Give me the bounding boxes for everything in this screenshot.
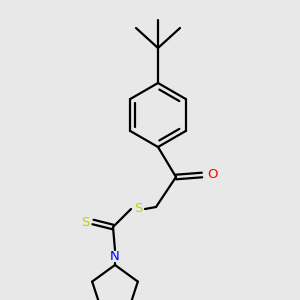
Text: S: S bbox=[134, 202, 142, 215]
Text: S: S bbox=[81, 215, 89, 229]
Text: N: N bbox=[110, 250, 120, 263]
Text: O: O bbox=[207, 169, 217, 182]
